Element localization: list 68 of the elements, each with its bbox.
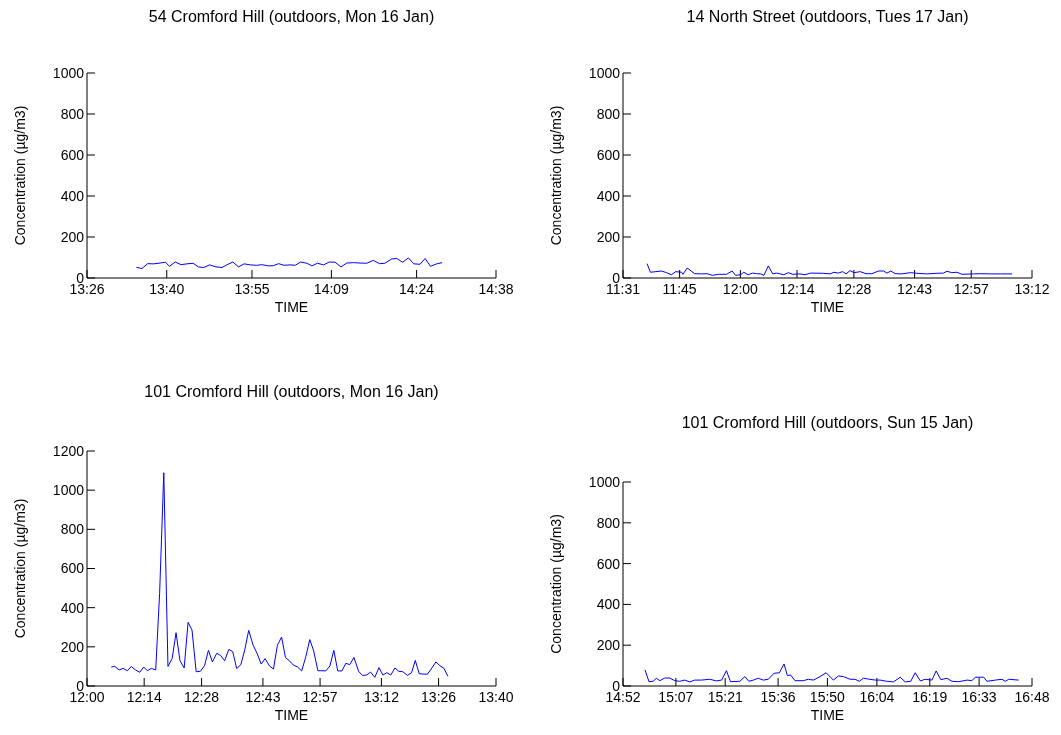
- y-tick-label: 400: [596, 596, 621, 613]
- x-tick-label: 12:14: [779, 281, 815, 297]
- y-tick-label: 400: [596, 187, 621, 204]
- x-tick-label: 12:00: [722, 281, 759, 297]
- x-tick-label: 12:28: [836, 281, 872, 297]
- y-tick-label: 1000: [52, 64, 85, 81]
- x-tick-label: 13:40: [149, 281, 185, 297]
- x-axis-title: TIME: [810, 707, 845, 723]
- chart-title: 14 North Street (outdoors, Tues 17 Jan): [686, 8, 969, 25]
- y-tick-label: 0: [612, 269, 621, 286]
- x-tick-label: 12:28: [184, 689, 220, 705]
- x-tick-label: 13:26: [421, 689, 457, 705]
- x-tick-label: 12:57: [953, 281, 989, 297]
- x-tick-label: 12:43: [897, 281, 933, 297]
- x-tick-label: 14:09: [313, 281, 350, 297]
- y-tick-label: 0: [76, 677, 85, 694]
- line-series: [646, 263, 1013, 276]
- y-tick-label: 400: [60, 187, 85, 204]
- x-tick-label: 14:24: [399, 281, 435, 297]
- x-tick-label: 11:45: [662, 281, 697, 297]
- line-series: [135, 257, 443, 270]
- y-tick-label: 400: [60, 599, 85, 616]
- y-axis-title: Concentration (µg/m3): [548, 514, 564, 654]
- x-tick-label: 15:21: [707, 689, 743, 705]
- x-tick-label: 16:48: [1014, 689, 1050, 705]
- y-tick-label: 0: [612, 677, 621, 694]
- y-tick-label: 600: [60, 560, 85, 577]
- x-tick-label: 15:36: [760, 689, 796, 705]
- y-tick-label: 1000: [588, 473, 621, 490]
- x-axis-title: TIME: [274, 299, 309, 315]
- x-tick-label: 13:55: [234, 281, 270, 297]
- x-tick-label: 12:57: [302, 689, 338, 705]
- y-tick-label: 200: [60, 638, 85, 655]
- y-axis-title: Concentration (µg/m3): [12, 498, 28, 639]
- chart-title: 54 Cromford Hill (outdoors, Mon 16 Jan): [148, 8, 435, 25]
- line-series: [644, 663, 1020, 683]
- y-tick-label: 800: [60, 105, 85, 122]
- chart-title: 101 Cromford Hill (outdoors, Mon 16 Jan): [144, 383, 439, 400]
- y-tick-label: 1200: [52, 442, 85, 459]
- x-tick-label: 13:40: [478, 689, 514, 705]
- x-tick-label: 12:14: [126, 689, 162, 705]
- y-tick-label: 800: [596, 105, 621, 122]
- x-axis-title: TIME: [810, 299, 845, 315]
- y-tick-label: 1000: [52, 482, 85, 499]
- x-tick-label: 13:12: [363, 689, 400, 705]
- x-tick-label: 16:33: [961, 689, 997, 705]
- x-tick-label: 13:12: [1014, 281, 1050, 297]
- y-tick-label: 200: [60, 228, 85, 245]
- x-tick-label: 15:50: [809, 689, 846, 705]
- x-tick-label: 16:04: [859, 689, 895, 705]
- y-axis-title: Concentration (µg/m3): [548, 105, 564, 246]
- x-axis-title: TIME: [274, 707, 309, 723]
- y-tick-label: 200: [596, 228, 621, 245]
- y-tick-label: 800: [596, 514, 621, 531]
- x-tick-label: 12:43: [245, 689, 281, 705]
- y-axis-title: Concentration (µg/m3): [12, 105, 28, 246]
- y-tick-label: 600: [596, 146, 621, 163]
- y-tick-label: 200: [596, 637, 621, 654]
- x-tick-label: 15:07: [658, 689, 694, 705]
- y-tick-label: 1000: [588, 64, 621, 81]
- x-tick-label: 16:19: [912, 689, 948, 705]
- y-tick-label: 800: [60, 521, 85, 538]
- line-series: [110, 472, 449, 678]
- y-tick-label: 600: [60, 146, 85, 163]
- y-tick-label: 600: [596, 555, 621, 572]
- chart-title: 101 Cromford Hill (outdoors, Sun 15 Jan): [681, 414, 974, 431]
- y-tick-label: 0: [76, 269, 85, 286]
- x-tick-label: 14:38: [478, 281, 514, 297]
